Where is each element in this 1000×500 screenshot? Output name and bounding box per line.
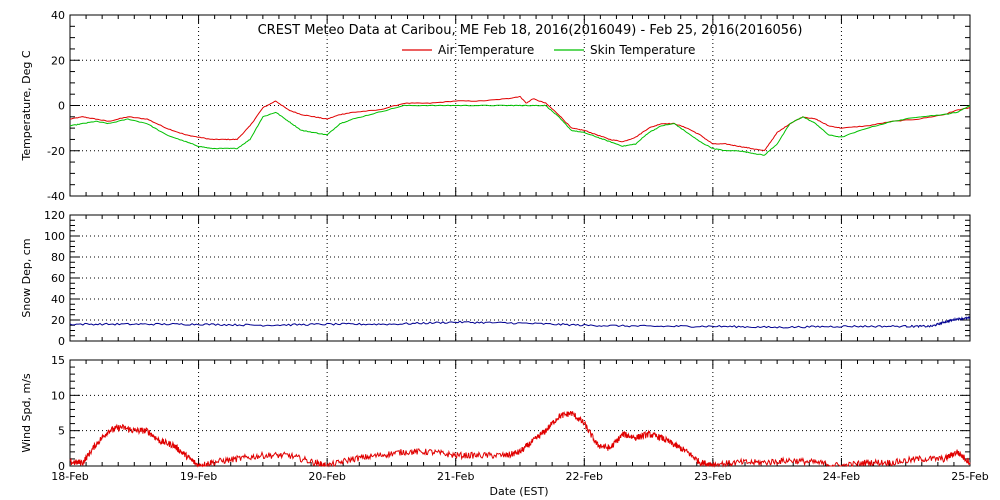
panel-0: -40 -20 0 20 40 Temperature, Deg C xyxy=(20,9,971,203)
y-tick-label: 10 xyxy=(51,389,65,402)
x-tick-label: 20-Feb xyxy=(308,470,345,483)
y-tick-label: -40 xyxy=(47,190,65,203)
chart-panels: -40 -20 0 20 40 Temperature, Deg C 0 20 40 60 80 10… xyxy=(20,9,989,483)
chart-title: CREST Meteo Data at Caribou, ME Feb 18, … xyxy=(258,23,803,38)
legend: Air Temperature Skin Temperature xyxy=(402,43,695,57)
y-tick-label: -20 xyxy=(47,145,65,158)
plot-frame xyxy=(69,214,971,342)
x-tick-label: 18-Feb xyxy=(51,470,88,483)
y-tick-label: 0 xyxy=(58,460,65,473)
x-tick-label: 23-Feb xyxy=(694,470,731,483)
y-tick-label: 60 xyxy=(51,272,65,285)
plot-frame xyxy=(69,359,971,467)
x-tick-label: 19-Feb xyxy=(180,470,217,483)
x-tick-label: 22-Feb xyxy=(566,470,603,483)
y-tick-label: 40 xyxy=(51,293,65,306)
x-axis-label: Date (EST) xyxy=(489,485,548,498)
y-tick-label: 100 xyxy=(44,230,65,243)
y-tick-label: 20 xyxy=(51,54,65,67)
y-tick-label: 120 xyxy=(44,209,65,222)
y-tick-label: 20 xyxy=(51,314,65,327)
y-tick-label: 40 xyxy=(51,9,65,22)
y-tick-label: 5 xyxy=(58,425,65,438)
series-line-panel-2 xyxy=(69,411,971,468)
x-tick-label: 25-Feb xyxy=(951,470,988,483)
x-tick-label: 21-Feb xyxy=(437,470,474,483)
y-axis-label-1: Snow Dep, cm xyxy=(20,238,33,317)
x-tick-label: 24-Feb xyxy=(823,470,860,483)
series-line-skin-temperature xyxy=(69,104,971,156)
panel-1: 0 20 40 60 80 100 120 Snow Dep, cm xyxy=(20,209,971,348)
y-tick-label: 0 xyxy=(58,335,65,348)
y-axis-label-2: Wind Spd, m/s xyxy=(20,373,33,453)
legend-label-air-temperature: Air Temperature xyxy=(438,43,534,57)
y-tick-label: 80 xyxy=(51,251,65,264)
panel-2: 0 5 10 15 Wind Spd, m/s 18-Feb 19-Feb 20-Feb 21-… xyxy=(20,354,989,483)
y-tick-label: 15 xyxy=(51,354,65,367)
series-line-air-temperature xyxy=(70,95,971,152)
y-axis-label-0: Temperature, Deg C xyxy=(20,50,33,161)
legend-label-skin-temperature: Skin Temperature xyxy=(590,43,695,57)
series-line-panel-1 xyxy=(69,316,971,329)
y-tick-label: 0 xyxy=(58,100,65,113)
